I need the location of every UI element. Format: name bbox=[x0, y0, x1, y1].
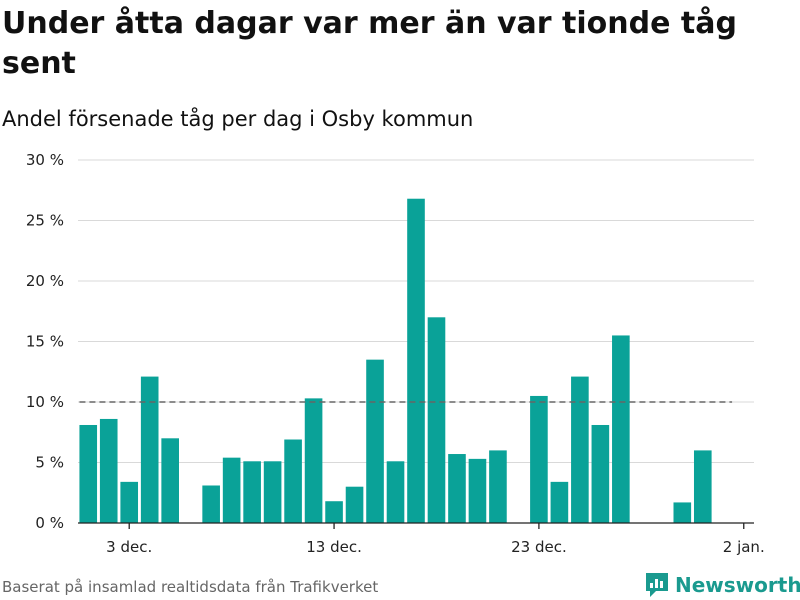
bar bbox=[489, 450, 507, 523]
bar bbox=[79, 424, 98, 523]
y-tick-label: 10 % bbox=[26, 393, 64, 411]
bar-series bbox=[79, 198, 712, 523]
bar bbox=[468, 458, 487, 523]
y-tick-label: 0 % bbox=[35, 514, 64, 532]
bar bbox=[591, 424, 610, 523]
y-tick-label: 25 % bbox=[26, 212, 64, 230]
bar bbox=[284, 439, 302, 523]
bar bbox=[530, 395, 548, 523]
x-tick-label: 13 dec. bbox=[306, 538, 362, 556]
bar bbox=[571, 376, 589, 523]
axes: 0 % 5 % 10 % 15 % 20 % 25 % 30 % 3 dec. 13 dec. 2… bbox=[26, 151, 765, 556]
newsworthy-logo: Newsworthy bbox=[644, 570, 800, 600]
y-tick-label: 20 % bbox=[26, 272, 64, 290]
x-tick-label: 3 dec. bbox=[106, 538, 152, 556]
bar bbox=[140, 376, 159, 523]
bar bbox=[263, 461, 282, 523]
bar bbox=[386, 461, 405, 523]
bar bbox=[161, 438, 179, 523]
bar bbox=[366, 359, 384, 523]
bar bbox=[448, 454, 466, 523]
bar bbox=[612, 335, 630, 523]
x-tick-label: 2 jan. bbox=[723, 538, 765, 556]
bar bbox=[304, 398, 323, 523]
source-note: Baserat på insamlad realtidsdata från Tr… bbox=[2, 578, 379, 596]
chart-title: Under åtta dagar var mer än var tionde t… bbox=[2, 6, 737, 81]
bar bbox=[407, 198, 425, 523]
bar bbox=[325, 501, 343, 523]
bar bbox=[222, 457, 241, 523]
bar bbox=[243, 461, 261, 523]
bar bbox=[693, 450, 712, 523]
newsworthy-logo-icon bbox=[646, 573, 668, 597]
x-tick-label: 23 dec. bbox=[511, 538, 567, 556]
y-tick-label: 5 % bbox=[35, 454, 64, 472]
bar bbox=[673, 502, 692, 523]
chart-subtitle: Andel försenade tåg per dag i Osby kommu… bbox=[2, 107, 474, 131]
y-tick-label: 15 % bbox=[26, 333, 64, 351]
bar bbox=[427, 317, 446, 523]
y-tick-label: 30 % bbox=[26, 151, 64, 169]
bar bbox=[345, 486, 364, 523]
bar bbox=[99, 418, 118, 523]
bar bbox=[202, 485, 220, 523]
bar bbox=[550, 481, 569, 523]
bar bbox=[120, 481, 139, 523]
brand-name: Newsworthy bbox=[675, 573, 800, 597]
